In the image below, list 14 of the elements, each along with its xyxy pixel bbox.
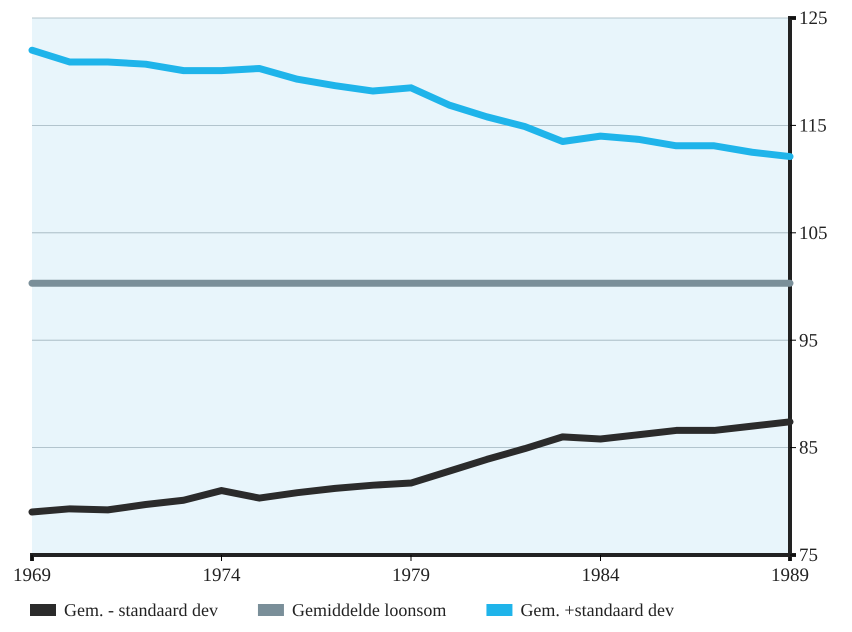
legend-label: Gem. +standaard dev <box>520 600 674 620</box>
legend-label: Gemiddelde loonsom <box>292 600 446 620</box>
x-tick-label: 1989 <box>771 565 809 586</box>
y-tick-label: 105 <box>799 222 828 244</box>
y-tick-label: 115 <box>799 115 827 136</box>
y-tick-label: 75 <box>799 545 818 566</box>
legend-label: Gem. - standaard dev <box>64 600 218 620</box>
x-tick-label: 1979 <box>392 565 430 586</box>
y-tick-label: 85 <box>799 438 818 459</box>
y-tick-label: 125 <box>799 8 828 30</box>
x-tick-label: 1974 <box>202 565 241 586</box>
y-tick-label: 95 <box>799 330 818 352</box>
x-tick-label: 1984 <box>582 565 620 586</box>
x-tick-label: 1969 <box>13 565 51 586</box>
